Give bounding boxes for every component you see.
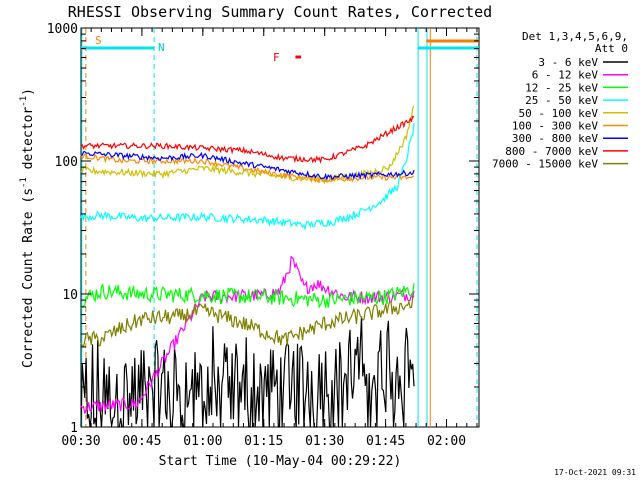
y-tick-label: 1 (70, 421, 78, 436)
legend-entry-label: 800 - 7000 keV (505, 145, 598, 158)
legend-entry-label: 25 - 50 keV (525, 94, 598, 107)
series-line-2 (80, 283, 415, 309)
x-axis: 00:30 00:45 01:00 01:15 01:30 01:45 02:00 (61, 28, 478, 449)
x-tick-label: 01:45 (366, 434, 405, 449)
legend-entry-label: 3 - 6 keV (538, 56, 598, 69)
series-line-4 (80, 105, 415, 185)
legend-entry-label: 6 - 12 keV (532, 69, 599, 82)
y-axis-label: Corrected Count Rate (s-1 detector-1) (19, 88, 36, 368)
saa-marker-label: S (95, 34, 102, 47)
series-group (80, 105, 415, 428)
y-axis-label-mid: detector (21, 107, 36, 178)
legend-entry-label: 100 - 300 keV (512, 120, 598, 133)
legend-entry-label: 300 - 800 keV (512, 132, 598, 145)
y-axis-label-sup1: -1 (19, 177, 29, 188)
y-tick-label: 10 (62, 288, 78, 303)
marker-bars (81, 39, 479, 59)
x-tick-label: 01:00 (183, 434, 222, 449)
x-tick-label: 00:30 (61, 434, 100, 449)
y-tick-label: 100 (55, 155, 78, 170)
y-axis-label-sup2: -1 (19, 96, 29, 107)
legend-entry-label: 7000 - 15000 keV (492, 158, 598, 171)
y-axis-label-end: ) (21, 88, 36, 96)
x-tick-label: 01:30 (305, 434, 344, 449)
y-axis-label-main: Corrected Count Rate (s (21, 188, 36, 368)
x-axis-label: Start Time (10-May-04 00:29:22) (159, 454, 402, 469)
legend-entry-label: 12 - 25 keV (525, 81, 598, 94)
chart-title: RHESSI Observing Summary Count Rates, Co… (68, 3, 492, 21)
series-line-5 (80, 153, 415, 184)
series-line-8 (80, 295, 415, 347)
marker-lines (81, 28, 478, 427)
series-line-7 (80, 115, 415, 164)
legend-header-line: Att 0 (595, 42, 628, 55)
flare-marker-label: F (273, 51, 280, 64)
y-axis: 1 10 100 1000 (47, 22, 479, 436)
x-tick-label: 01:15 (244, 434, 283, 449)
y-tick-label: 1000 (47, 22, 78, 37)
series-line-3 (80, 123, 415, 231)
series-line-0 (80, 316, 415, 428)
x-tick-label: 00:45 (122, 434, 161, 449)
generation-timestamp: 17-Oct-2021 09:31 (554, 468, 636, 477)
legend-entry-label: 50 - 100 keV (519, 107, 599, 120)
legend-header-line: Det 1,3,4,5,6,9, (522, 30, 628, 43)
series-line-6 (80, 150, 415, 181)
night-marker-label: N (158, 41, 165, 54)
x-tick-label: 02:00 (427, 434, 466, 449)
